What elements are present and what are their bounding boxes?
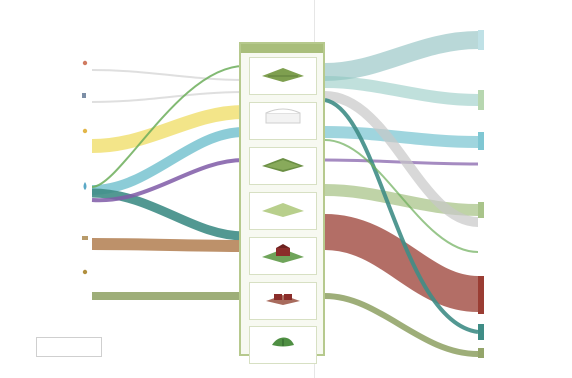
node-3 bbox=[249, 147, 317, 185]
flow-violet bbox=[91, 158, 245, 203]
node-1 bbox=[249, 57, 317, 95]
flow-teal bbox=[91, 188, 245, 241]
farm-icon-2 bbox=[266, 294, 300, 305]
flow-yellow bbox=[91, 105, 245, 153]
dest-bar-4 bbox=[478, 202, 484, 218]
dest-bar-3 bbox=[478, 132, 484, 150]
dest-bar-6 bbox=[478, 324, 484, 340]
flow-green bbox=[91, 65, 245, 188]
node-2 bbox=[249, 102, 317, 140]
flow-r-teal bbox=[324, 31, 479, 81]
node-5 bbox=[249, 237, 317, 275]
flow-gray-1 bbox=[91, 69, 245, 81]
land-icon bbox=[262, 68, 304, 82]
flow-r-blue bbox=[324, 126, 479, 148]
dest-bar-2 bbox=[478, 90, 484, 110]
greenhouse-icon bbox=[265, 108, 301, 124]
flow-gray-2 bbox=[91, 91, 245, 103]
dest-bar-5 bbox=[478, 276, 484, 314]
farm-icon bbox=[262, 244, 304, 263]
flow-r-teal-2 bbox=[324, 76, 479, 106]
grain-icon bbox=[82, 269, 88, 275]
node-4 bbox=[249, 192, 317, 230]
flow-blue bbox=[91, 127, 245, 195]
field-icon bbox=[262, 158, 304, 172]
fork-icon bbox=[82, 93, 86, 98]
flow-r-gray bbox=[324, 91, 479, 227]
field-icon-2 bbox=[262, 203, 304, 217]
flow-brown bbox=[91, 238, 245, 252]
flow-r-olive bbox=[324, 293, 479, 357]
flow-r-teal-dark bbox=[324, 98, 479, 334]
cart-icon bbox=[82, 236, 88, 240]
leaf-icon bbox=[272, 337, 294, 347]
dest-bar-1 bbox=[478, 30, 484, 50]
stone-icon bbox=[82, 60, 88, 66]
flow-r-sage bbox=[324, 184, 479, 216]
legend-box bbox=[36, 337, 102, 357]
dest-bar-7 bbox=[478, 348, 484, 358]
flow-r-red bbox=[323, 214, 480, 312]
panel-header bbox=[241, 44, 323, 53]
water-drop-icon bbox=[83, 182, 87, 190]
flow-r-green-thin bbox=[324, 139, 479, 253]
central-panel bbox=[239, 42, 325, 364]
node-6 bbox=[249, 282, 317, 320]
node-7 bbox=[249, 326, 317, 364]
wheat-icon bbox=[82, 128, 88, 134]
